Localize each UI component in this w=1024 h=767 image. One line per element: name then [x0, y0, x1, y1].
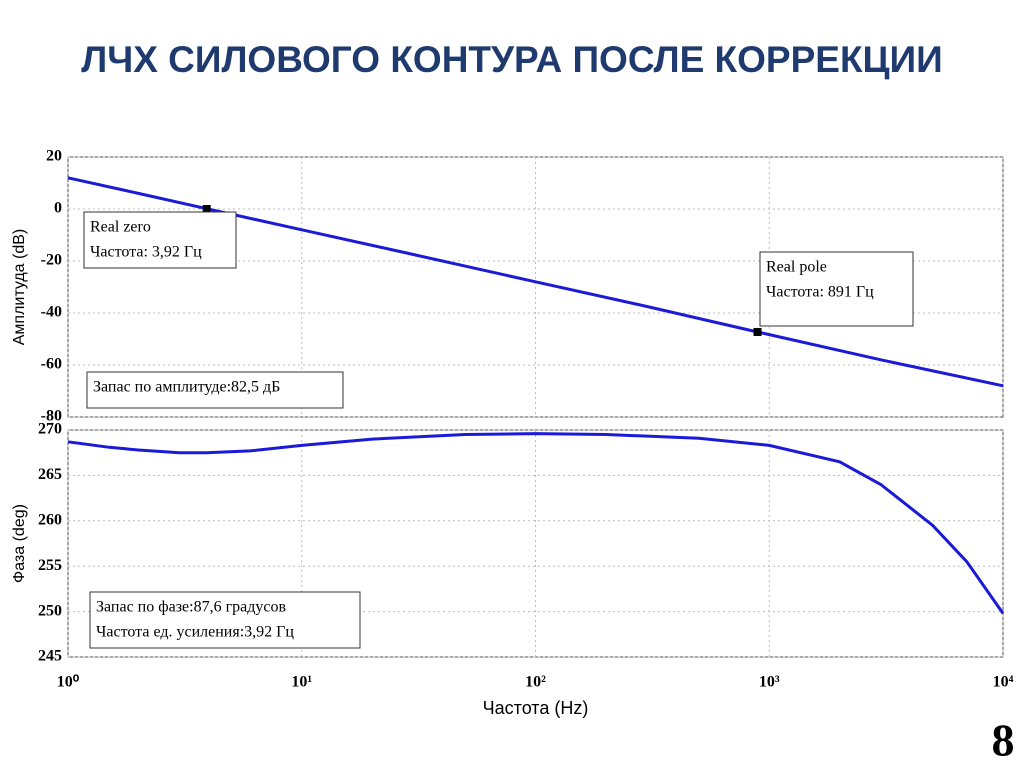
y-tick-label: 260	[38, 511, 62, 528]
y-tick-label: -60	[41, 356, 62, 373]
y-tick-label: 0	[54, 200, 62, 217]
x-tick-label: 10⁰	[57, 674, 80, 691]
page-number: 8	[992, 715, 1015, 766]
x-tick-label: 10²	[525, 674, 546, 691]
x-tick-label: 10¹	[291, 674, 312, 691]
annotation-text: Запас по фазе:87,6 градусов	[96, 599, 286, 616]
y-axis-label: Фаза (deg)	[11, 504, 28, 583]
annotation-text: Частота ед. усиления:3,92 Гц	[96, 624, 294, 641]
x-tick-label: 10³	[759, 674, 780, 691]
y-tick-label: -20	[41, 252, 62, 269]
y-tick-label: 265	[38, 466, 62, 483]
y-tick-label: 245	[38, 648, 62, 665]
y-tick-label: 20	[46, 148, 62, 165]
annotation-box	[86, 371, 344, 409]
data-line	[67, 432, 1005, 615]
x-tick-label: 10⁴	[993, 674, 1014, 691]
y-axis-label: Амплитуда (dB)	[11, 229, 28, 346]
annotation-box	[89, 591, 361, 649]
y-tick-label: -80	[41, 408, 62, 425]
data-tip-marker	[753, 327, 762, 336]
x-axis-label: Частота (Hz)	[483, 698, 589, 718]
annotation-text: Частота: 891 Гц	[766, 284, 874, 301]
data-line	[67, 176, 1004, 388]
y-tick-label: 255	[38, 557, 62, 574]
data-tip-marker	[202, 205, 211, 213]
y-tick-label: 270	[38, 421, 62, 438]
annotation-text: Запас по амплитуде:82,5 дБ	[93, 379, 280, 396]
slide-title: ЛЧХ СИЛОВОГО КОНТУРА ПОСЛЕ КОРРЕКЦИИ	[81, 39, 943, 80]
y-tick-label: 250	[38, 602, 62, 619]
annotation-text: Частота: 3,92 Гц	[90, 244, 202, 261]
annotation-text: Real zero	[90, 219, 151, 236]
annotation-box	[759, 251, 914, 327]
y-tick-label: -40	[41, 304, 62, 321]
annotation-box	[83, 211, 237, 269]
annotation-text: Real pole	[766, 259, 827, 276]
